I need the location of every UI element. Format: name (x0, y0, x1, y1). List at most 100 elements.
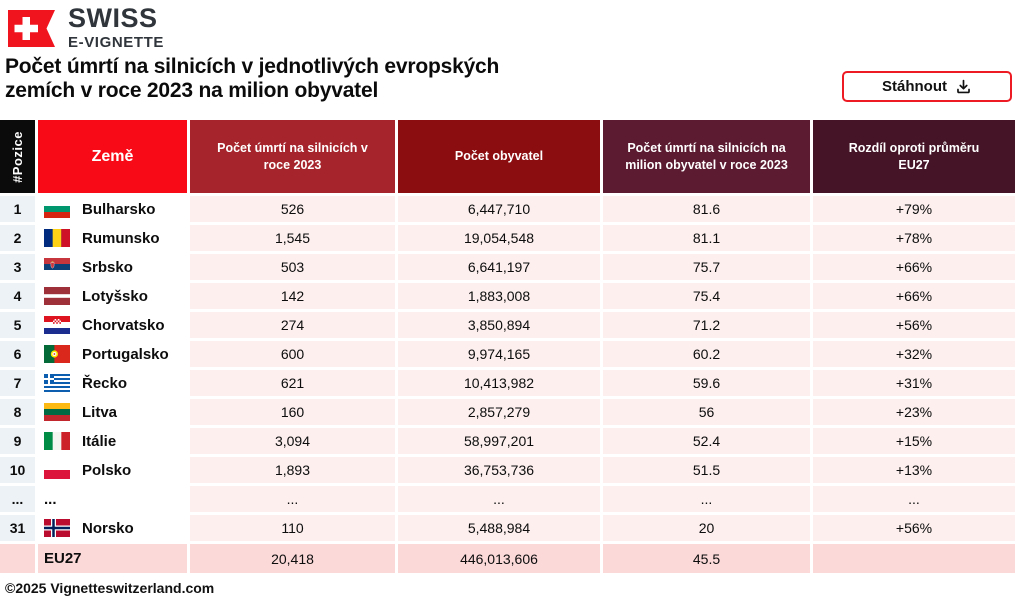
country-cell: Portugalsko (38, 341, 187, 367)
diff-cell: +31% (813, 370, 1015, 396)
eu27-label-cell: EU27 (38, 544, 187, 573)
population-cell: 3,850,894 (398, 312, 600, 338)
country-name: Norsko (82, 519, 134, 537)
population-cell: 5,488,984 (398, 515, 600, 541)
eu27-diff-cell (813, 544, 1015, 573)
country-name: Srbsko (82, 258, 133, 276)
download-icon (955, 78, 972, 95)
road-deaths-table: #Pozice Země Počet úmrtí na silnicích v … (0, 120, 1015, 573)
flag-norsko-icon (44, 519, 70, 537)
population-cell: 19,054,548 (398, 225, 600, 251)
eu27-per-million-cell: 45.5 (603, 544, 810, 573)
population-cell: 6,641,197 (398, 254, 600, 280)
diff-cell: +23% (813, 399, 1015, 425)
page-title: Počet úmrtí na silnicích v jednotlivých … (5, 55, 499, 103)
deaths-cell: 3,094 (190, 428, 395, 454)
country-name: ... (44, 490, 57, 508)
deaths-cell: 1,545 (190, 225, 395, 251)
flag-lotyssko-icon (44, 287, 70, 305)
position-cell: 1 (0, 196, 35, 222)
population-cell-ellipsis: ... (398, 486, 600, 512)
diff-cell: +13% (813, 457, 1015, 483)
download-button-label: Stáhnout (882, 78, 947, 95)
header-pozice: #Pozice (0, 120, 35, 193)
country-name: Itálie (82, 432, 117, 450)
deaths-cell: 1,893 (190, 457, 395, 483)
deaths-cell: 274 (190, 312, 395, 338)
country-cell: Itálie (38, 428, 187, 454)
country-name: Polsko (82, 461, 132, 479)
swiss-flag-ribbon-icon (8, 9, 55, 47)
per-million-cell: 81.1 (603, 225, 810, 251)
position-cell: 6 (0, 341, 35, 367)
country-cell: Řecko (38, 370, 187, 396)
diff-cell-ellipsis: ... (813, 486, 1015, 512)
per-million-cell: 75.4 (603, 283, 810, 309)
country-cell: Chorvatsko (38, 312, 187, 338)
copyright-text: ©2025 Vignetteswitzerland.com (5, 580, 215, 596)
diff-cell: +78% (813, 225, 1015, 251)
population-cell: 6,447,710 (398, 196, 600, 222)
per-million-cell: 20 (603, 515, 810, 541)
flag-srbsko-icon (44, 258, 70, 276)
population-cell: 1,883,008 (398, 283, 600, 309)
eu27-population-cell: 446,013,606 (398, 544, 600, 573)
country-cell: Polsko (38, 457, 187, 483)
position-cell: 9 (0, 428, 35, 454)
flag-chorvatsko-icon (44, 316, 70, 334)
per-million-cell: 52.4 (603, 428, 810, 454)
download-button[interactable]: Stáhnout (842, 71, 1012, 102)
flag-litva-icon (44, 403, 70, 421)
diff-cell: +32% (813, 341, 1015, 367)
position-cell-ellipsis: ... (0, 486, 35, 512)
page-title-line2: zemích v roce 2023 na milion obyvatel (5, 79, 379, 102)
position-cell: 4 (0, 283, 35, 309)
country-cell-ellipsis: ... (38, 486, 187, 512)
position-cell: 8 (0, 399, 35, 425)
country-cell: Litva (38, 399, 187, 425)
flag-rumunsko-icon (44, 229, 70, 247)
header-pozice-label: #Pozice (9, 130, 25, 183)
position-cell: 10 (0, 457, 35, 483)
country-cell: Rumunsko (38, 225, 187, 251)
country-cell: Lotyšsko (38, 283, 187, 309)
flag-polsko-icon (44, 461, 70, 479)
country-name: Chorvatsko (82, 316, 165, 334)
country-cell: Srbsko (38, 254, 187, 280)
per-million-cell: 81.6 (603, 196, 810, 222)
brand-name-line1: SWISS (68, 3, 158, 33)
page-title-line1: Počet úmrtí na silnicích v jednotlivých … (5, 55, 500, 78)
deaths-cell: 600 (190, 341, 395, 367)
population-cell: 58,997,201 (398, 428, 600, 454)
position-cell: 7 (0, 370, 35, 396)
per-million-cell: 59.6 (603, 370, 810, 396)
deaths-cell: 160 (190, 399, 395, 425)
per-million-cell: 56 (603, 399, 810, 425)
population-cell: 9,974,165 (398, 341, 600, 367)
deaths-cell: 503 (190, 254, 395, 280)
flag-bulharsko-icon (44, 200, 70, 218)
deaths-cell: 526 (190, 196, 395, 222)
position-cell: 31 (0, 515, 35, 541)
population-cell: 10,413,982 (398, 370, 600, 396)
brand-name: SWISS E-VIGNETTE (68, 3, 165, 52)
brand-logo: SWISS E-VIGNETTE (8, 5, 164, 51)
brand-name-line2: E-VIGNETTE (68, 34, 165, 51)
diff-cell: +66% (813, 254, 1015, 280)
per-million-cell: 75.7 (603, 254, 810, 280)
per-million-cell-ellipsis: ... (603, 486, 810, 512)
header-diff: Rozdíl oproti průměru EU27 (813, 120, 1015, 193)
deaths-cell: 110 (190, 515, 395, 541)
header-deaths: Počet úmrtí na silnicích v roce 2023 (190, 120, 395, 193)
header-zeme: Země (38, 120, 187, 193)
position-cell: 3 (0, 254, 35, 280)
flag-portugalsko-icon (44, 345, 70, 363)
deaths-cell-ellipsis: ... (190, 486, 395, 512)
country-name: Lotyšsko (82, 287, 148, 305)
per-million-cell: 60.2 (603, 341, 810, 367)
per-million-cell: 51.5 (603, 457, 810, 483)
flag-italie-icon (44, 432, 70, 450)
header-per-million: Počet úmrtí na silnicích na milion obyva… (603, 120, 810, 193)
country-cell: Bulharsko (38, 196, 187, 222)
header-population: Počet obyvatel (398, 120, 600, 193)
